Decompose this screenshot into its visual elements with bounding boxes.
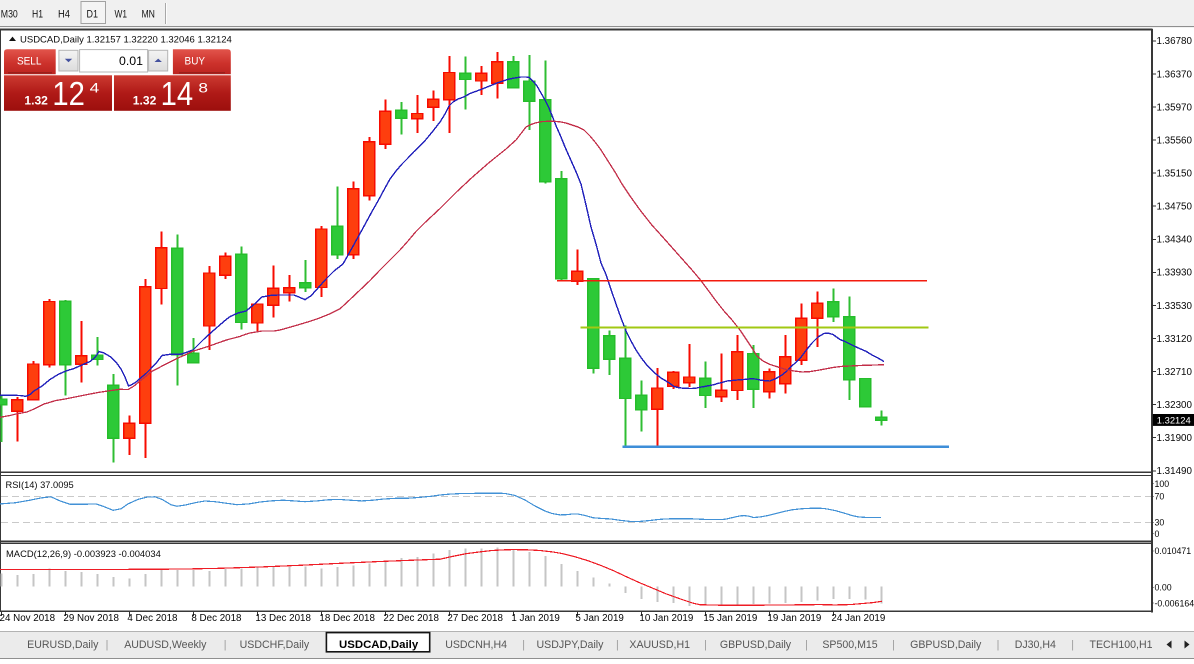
svg-text:USDCAD,Daily: USDCAD,Daily <box>339 639 419 651</box>
svg-text:13 Dec 2018: 13 Dec 2018 <box>255 613 311 624</box>
svg-text:4: 4 <box>90 80 100 96</box>
svg-text:|: | <box>704 639 707 651</box>
svg-text:0.00: 0.00 <box>1155 583 1172 593</box>
svg-text:8 Dec 2018: 8 Dec 2018 <box>191 613 242 624</box>
svg-text:SELL: SELL <box>17 55 42 67</box>
svg-text:XAUUSD,H1: XAUUSD,H1 <box>629 639 690 651</box>
svg-text:D1: D1 <box>87 9 99 21</box>
svg-text:1.32124: 1.32124 <box>1157 414 1191 425</box>
svg-text:10 Jan 2019: 10 Jan 2019 <box>639 613 693 624</box>
svg-text:|: | <box>805 639 808 651</box>
svg-text:USDCHF,Daily: USDCHF,Daily <box>240 639 310 651</box>
svg-text:1.32: 1.32 <box>133 93 157 107</box>
svg-text:8: 8 <box>198 80 208 96</box>
svg-text:1 Jan 2019: 1 Jan 2019 <box>511 613 559 624</box>
svg-text:SP500,M15: SP500,M15 <box>822 639 877 651</box>
svg-text:TECH100,H1: TECH100,H1 <box>1090 639 1153 651</box>
svg-text:19 Jan 2019: 19 Jan 2019 <box>767 613 821 624</box>
svg-text:1.33930: 1.33930 <box>1157 268 1193 279</box>
svg-text:1.32300: 1.32300 <box>1157 400 1193 411</box>
svg-text:24 Jan 2019: 24 Jan 2019 <box>831 613 885 624</box>
svg-text:1.35560: 1.35560 <box>1157 135 1193 146</box>
svg-text:0.01: 0.01 <box>119 54 143 68</box>
svg-text:1.36370: 1.36370 <box>1157 69 1193 80</box>
svg-text:GBPUSD,Daily: GBPUSD,Daily <box>910 639 982 651</box>
svg-text:1.35970: 1.35970 <box>1157 102 1193 113</box>
svg-text:0.010471: 0.010471 <box>1155 546 1192 556</box>
svg-text:29 Nov 2018: 29 Nov 2018 <box>63 613 119 624</box>
svg-text:AUDUSD,Weekly: AUDUSD,Weekly <box>124 639 207 651</box>
svg-text:-0.006164: -0.006164 <box>1155 598 1194 608</box>
svg-text:15 Jan 2019: 15 Jan 2019 <box>703 613 757 624</box>
svg-text:24 Nov 2018: 24 Nov 2018 <box>0 613 56 624</box>
svg-text:1.34340: 1.34340 <box>1157 235 1193 246</box>
svg-text:22 Dec 2018: 22 Dec 2018 <box>383 613 439 624</box>
svg-text:100: 100 <box>1155 479 1170 489</box>
svg-text:GBPUSD,Daily: GBPUSD,Daily <box>720 639 792 651</box>
svg-text:W1: W1 <box>115 9 128 21</box>
svg-text:1.31490: 1.31490 <box>1157 466 1193 477</box>
svg-text:|: | <box>616 639 619 651</box>
svg-text:USDJPY,Daily: USDJPY,Daily <box>537 639 605 651</box>
svg-text:|: | <box>997 639 1000 651</box>
svg-text:|: | <box>522 639 525 651</box>
svg-text:1.33530: 1.33530 <box>1157 301 1193 312</box>
svg-text:M30: M30 <box>1 9 18 21</box>
svg-text:0: 0 <box>1155 529 1160 539</box>
svg-text:|: | <box>892 639 895 651</box>
svg-text:27 Dec 2018: 27 Dec 2018 <box>447 613 503 624</box>
svg-text:BUY: BUY <box>185 55 206 67</box>
svg-text:5 Jan 2019: 5 Jan 2019 <box>575 613 623 624</box>
svg-text:18 Dec 2018: 18 Dec 2018 <box>319 613 375 624</box>
svg-text:4 Dec 2018: 4 Dec 2018 <box>127 613 178 624</box>
svg-text:1.32710: 1.32710 <box>1157 367 1193 378</box>
svg-text:1.33120: 1.33120 <box>1157 334 1193 345</box>
svg-text:1.32: 1.32 <box>24 93 48 107</box>
svg-text:1.31900: 1.31900 <box>1157 433 1193 444</box>
svg-text:30: 30 <box>1155 518 1165 528</box>
svg-text:H4: H4 <box>58 9 70 21</box>
svg-text:|: | <box>224 639 227 651</box>
svg-text:|: | <box>106 639 109 651</box>
svg-text:|: | <box>1071 639 1074 651</box>
svg-text:70: 70 <box>1155 492 1165 502</box>
svg-text:12: 12 <box>52 75 85 112</box>
svg-text:1.36780: 1.36780 <box>1157 36 1193 47</box>
svg-text:USDCNH,H4: USDCNH,H4 <box>445 639 507 651</box>
svg-text:14: 14 <box>161 75 194 112</box>
svg-text:1.34750: 1.34750 <box>1157 202 1193 213</box>
svg-text:USDCAD,Daily 1.32157 1.32220 1: USDCAD,Daily 1.32157 1.32220 1.32046 1.3… <box>20 34 232 45</box>
svg-text:EURUSD,Daily: EURUSD,Daily <box>27 639 99 651</box>
svg-text:RSI(14) 37.0095: RSI(14) 37.0095 <box>6 480 74 490</box>
svg-text:DJ30,H4: DJ30,H4 <box>1015 639 1056 651</box>
svg-text:MACD(12,26,9) -0.003923 -0.004: MACD(12,26,9) -0.003923 -0.004034 <box>6 548 161 559</box>
svg-text:MN: MN <box>141 9 155 21</box>
svg-text:1.35150: 1.35150 <box>1157 169 1193 180</box>
svg-text:H1: H1 <box>32 9 43 21</box>
